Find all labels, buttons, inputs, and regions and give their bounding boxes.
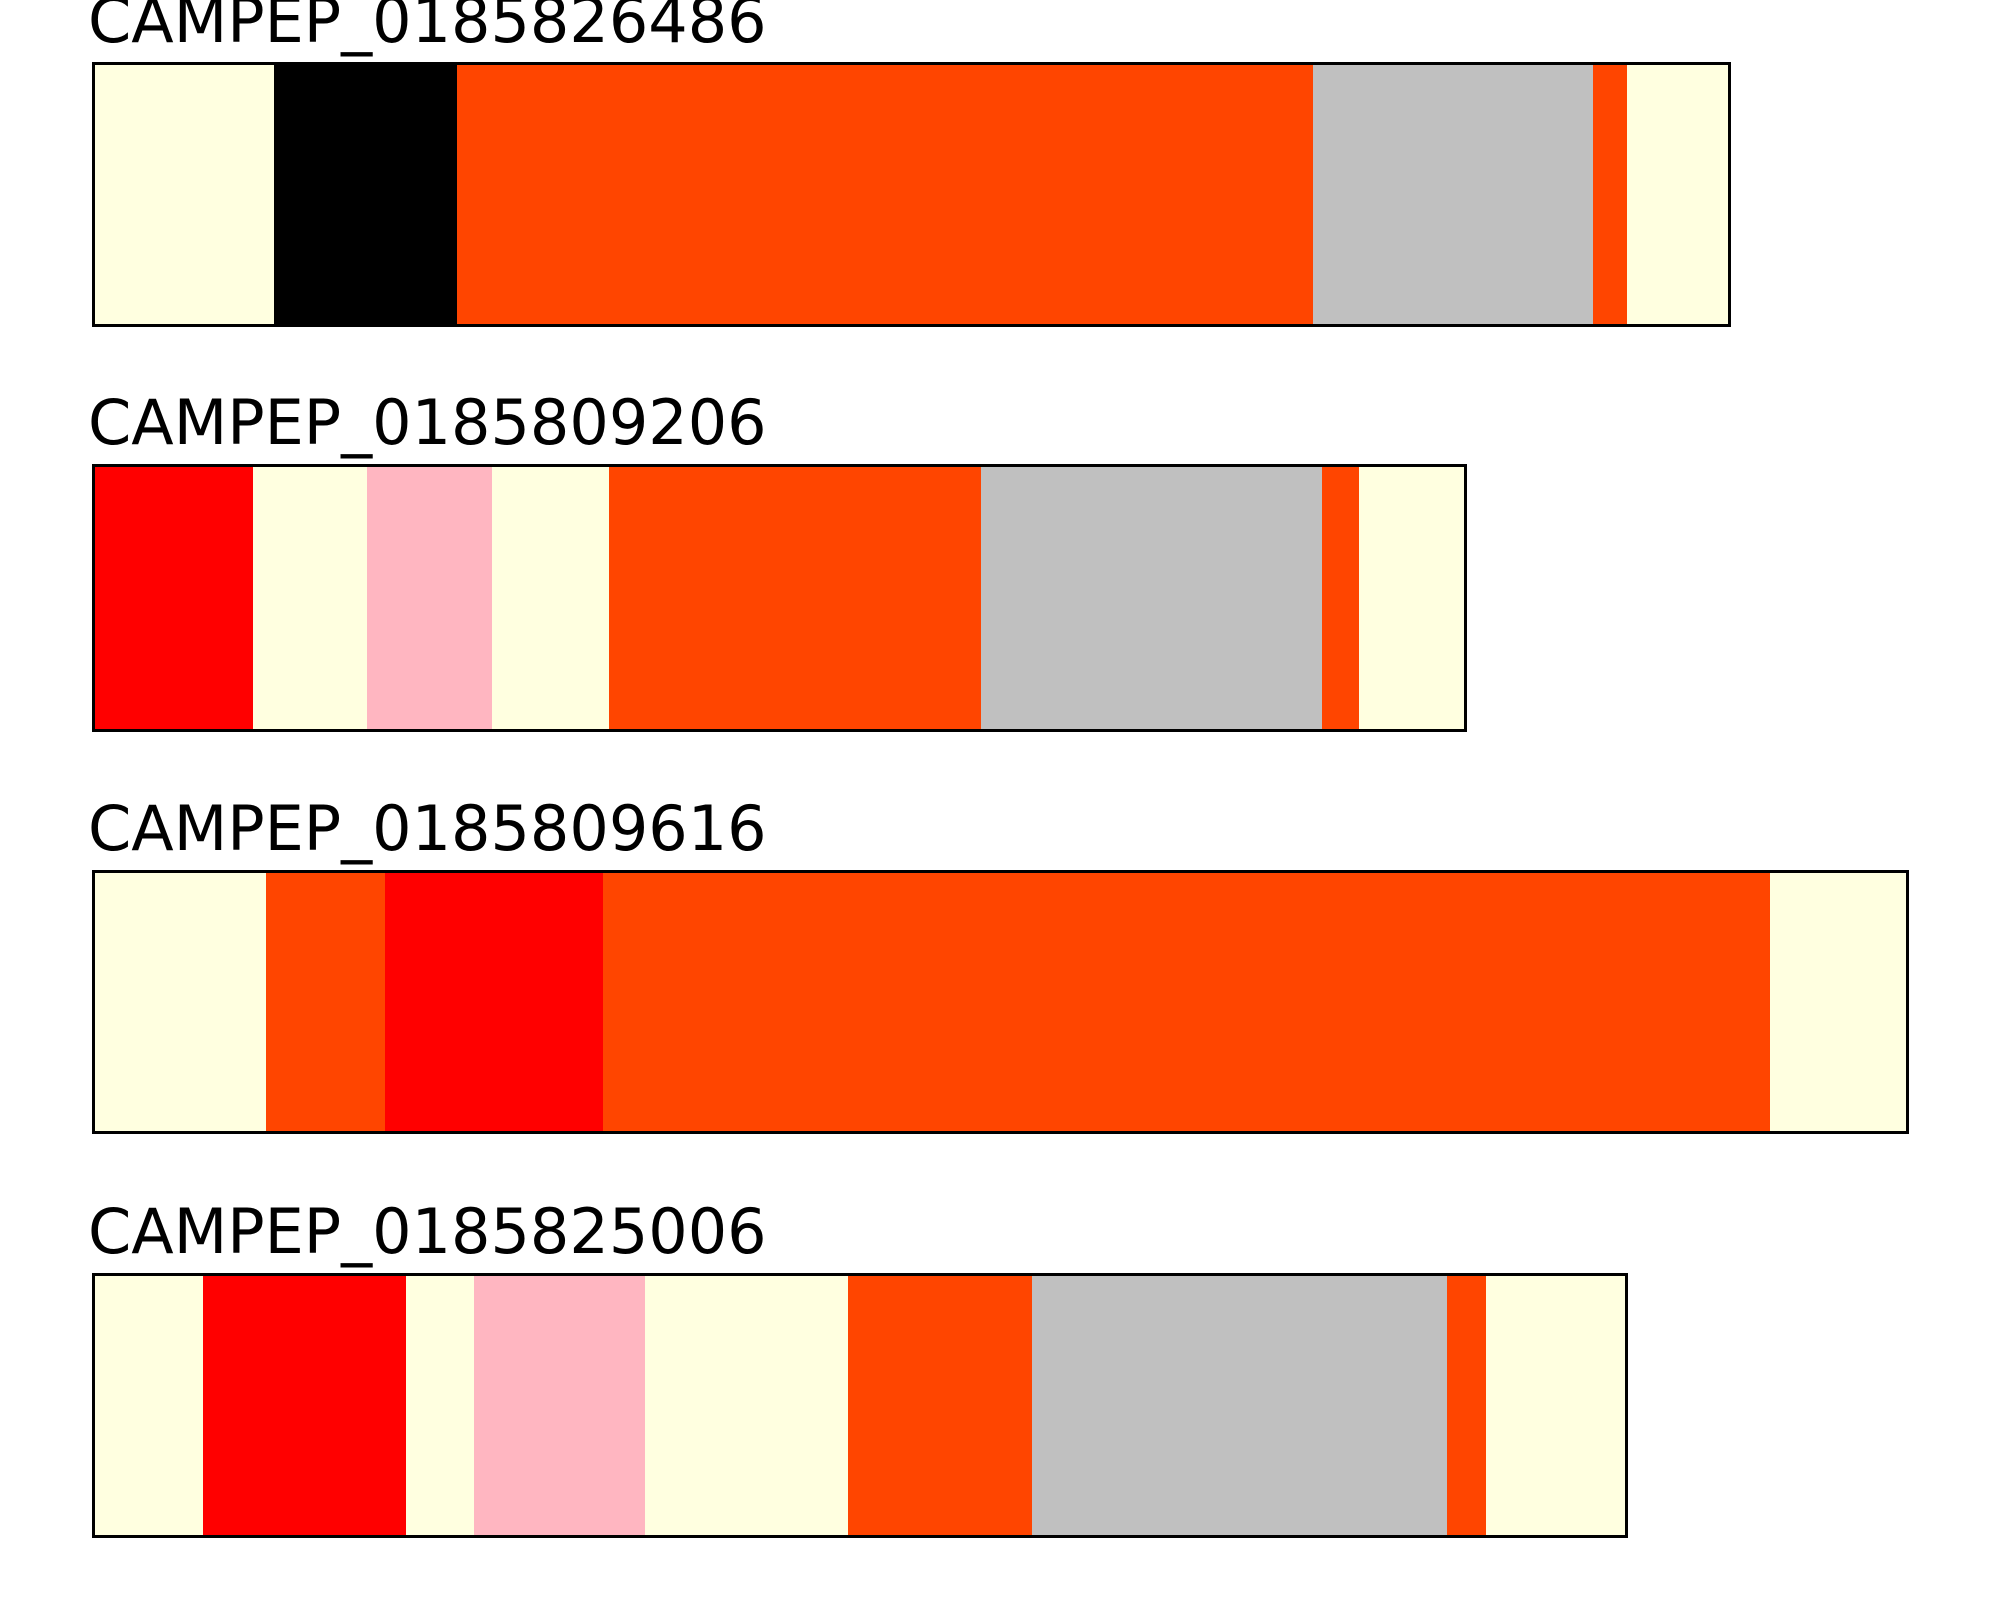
track-segment-gray: [1032, 1276, 1447, 1535]
track-segment-red: [95, 467, 254, 729]
track-segment-cream: [95, 65, 275, 324]
track-title: CAMPEP_0185826486: [88, 0, 767, 57]
track-segment-orangered: [1321, 467, 1360, 729]
track-segment-cream: [1485, 1276, 1625, 1535]
track-segment-pink: [473, 1276, 645, 1535]
track-bar: [92, 870, 1909, 1134]
track-segment-cream: [95, 1276, 203, 1535]
track-title: CAMPEP_0185825006: [88, 1195, 767, 1268]
track-segment-cream: [95, 873, 267, 1131]
track-segment-red: [385, 873, 604, 1131]
track-bar: [92, 464, 1467, 732]
track-segment-pink: [366, 467, 493, 729]
track-segment-cream: [1770, 873, 1906, 1131]
track-segment-orangered: [603, 873, 1771, 1131]
track-title: CAMPEP_0185809206: [88, 386, 767, 459]
track-segment-orangered: [1446, 1276, 1486, 1535]
track-segment-orangered: [456, 65, 1313, 324]
track-segment-cream: [253, 467, 367, 729]
track-title: CAMPEP_0185809616: [88, 792, 767, 865]
track-segment-gray: [981, 467, 1322, 729]
track-segment-orangered: [1592, 65, 1628, 324]
track-segment-cream: [644, 1276, 849, 1535]
track-segment-cream: [1627, 65, 1728, 324]
track-segment-orangered: [266, 873, 386, 1131]
track-segment-cream: [492, 467, 609, 729]
track-bar: [92, 62, 1731, 327]
track-bar: [92, 1273, 1628, 1538]
track-segment-gray: [1312, 65, 1593, 324]
track-segment-red: [202, 1276, 406, 1535]
track-segment-cream: [1359, 467, 1464, 729]
track-segment-cream: [405, 1276, 474, 1535]
track-segment-orangered: [848, 1276, 1033, 1535]
track-segment-orangered: [608, 467, 982, 729]
track-segment-black: [274, 65, 457, 324]
